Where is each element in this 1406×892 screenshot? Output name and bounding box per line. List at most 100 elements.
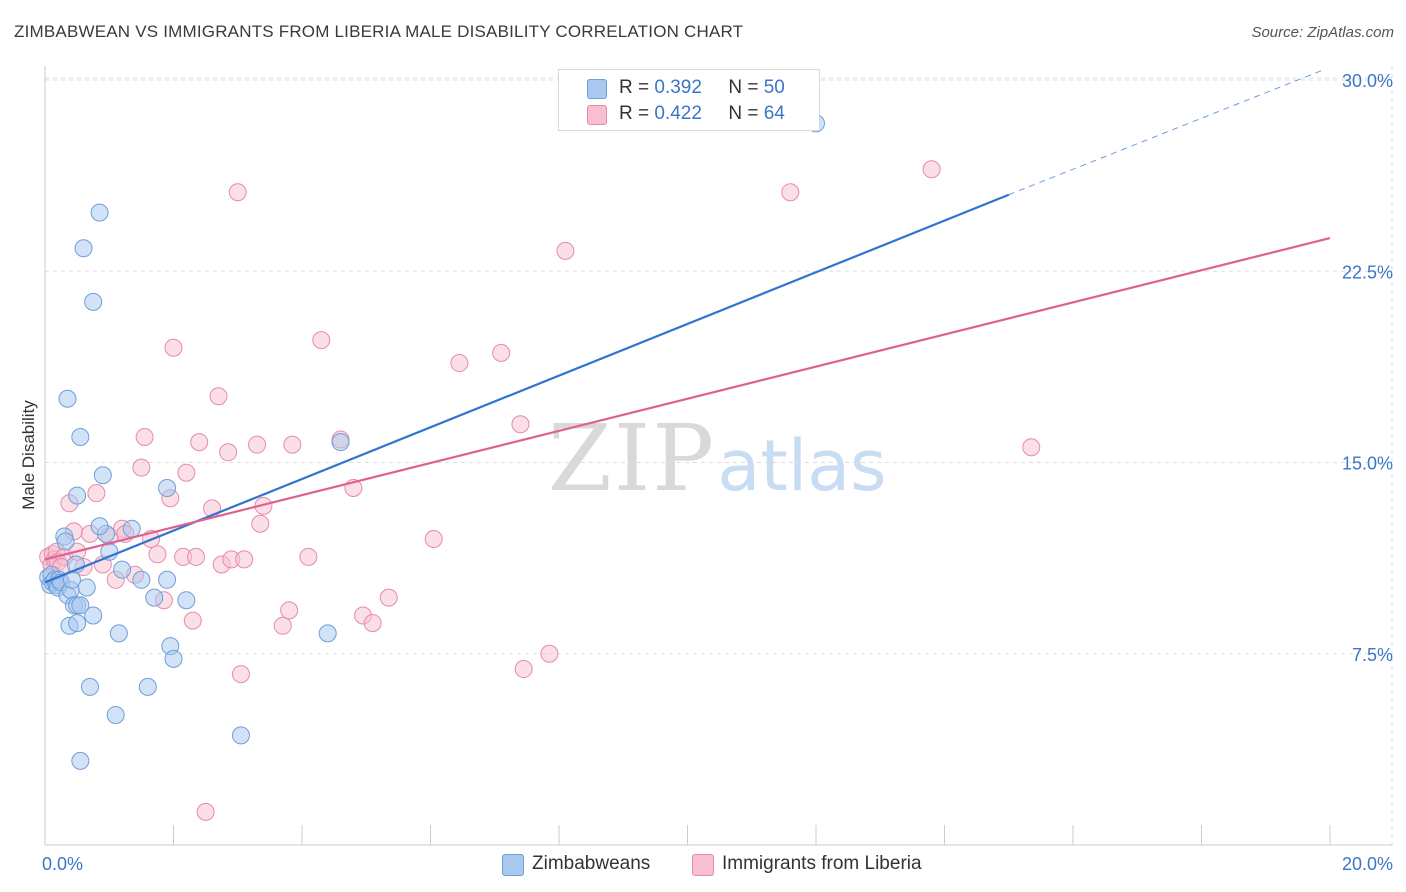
- liberia-point-39: [248, 435, 267, 454]
- y-tick-label-3: 30.0%: [1342, 71, 1393, 91]
- legend-r-liberia: 0.422: [654, 103, 702, 124]
- legend-swatch-pink: [587, 105, 607, 125]
- liberia-trend-line: [44, 237, 1331, 561]
- liberia-point-29: [186, 547, 205, 566]
- legend-r-label: R =: [619, 103, 650, 124]
- liberia-point-27: [177, 463, 196, 482]
- zimbabwean-point-48: [71, 751, 90, 770]
- liberia-point-12: [87, 484, 106, 503]
- zimbabwean-point-42: [331, 433, 350, 452]
- liberia-point-43: [280, 601, 299, 620]
- liberia-point-30: [190, 433, 209, 452]
- zimbabwean-point-44: [84, 292, 103, 311]
- zimbabwean-point-47: [68, 486, 87, 505]
- legend-n-label: N =: [728, 103, 759, 124]
- zimbabwean-point-49: [90, 517, 109, 536]
- liberia-point-62: [196, 802, 215, 821]
- zimbabwean-points: [39, 114, 825, 770]
- zimbabwean-point-10: [56, 532, 75, 551]
- legend-n-liberia: 64: [763, 103, 785, 124]
- liberia-point-60: [922, 160, 941, 179]
- zimbabwean-point-32: [132, 570, 151, 589]
- legend-r-zimbabweans: 0.392: [654, 77, 702, 98]
- liberia-point-57: [540, 644, 559, 663]
- chart-title: ZIMBABWEAN VS IMMIGRANTS FROM LIBERIA MA…: [14, 22, 744, 41]
- zimbabwean-point-45: [58, 389, 77, 408]
- liberia-point-38: [235, 550, 254, 569]
- zimbabwean-point-38: [164, 649, 183, 668]
- zimbabwean-point-22: [80, 677, 99, 696]
- zimbabwean-point-46: [71, 428, 90, 446]
- source-label: Source: ZipAtlas.com: [1251, 24, 1394, 41]
- liberia-point-44: [283, 435, 302, 454]
- bottom-legend-swatch-blue: [502, 854, 524, 876]
- liberia-point-55: [511, 415, 530, 434]
- liberia-points: [39, 160, 1041, 821]
- liberia-point-59: [781, 183, 800, 202]
- liberia-point-37: [231, 665, 250, 684]
- trend-lines: [44, 69, 1331, 584]
- correlation-legend: R = 0.392 N = 50 R = 0.422 N = 64: [558, 69, 820, 131]
- bottom-legend-swatch-pink: [692, 854, 714, 876]
- liberia-point-22: [148, 545, 167, 564]
- liberia-point-36: [228, 183, 247, 202]
- watermark-atlas: atlas: [717, 425, 886, 507]
- x-tick-label-1: 20.0%: [1342, 854, 1393, 874]
- liberia-point-20: [135, 428, 154, 446]
- liberia-point-19: [132, 458, 151, 477]
- x-tick-label-0: 0.0%: [42, 854, 83, 874]
- legend-swatch-blue: [587, 79, 607, 99]
- liberia-point-56: [514, 660, 533, 679]
- y-axis-label: Male Disability: [19, 400, 38, 510]
- watermark: ZIP atlas: [548, 405, 887, 512]
- liberia-point-58: [556, 241, 575, 260]
- y-tick-label-0: 7.5%: [1352, 645, 1393, 665]
- liberia-point-50: [363, 614, 382, 633]
- liberia-point-45: [299, 547, 318, 566]
- zimbabwean-point-40: [231, 726, 250, 745]
- zimbabwean-point-24: [90, 203, 109, 222]
- legend-n-label: N =: [728, 77, 759, 98]
- zimbabwean-point-21: [77, 578, 96, 597]
- liberia-point-53: [450, 354, 469, 373]
- liberia-point-51: [379, 588, 398, 607]
- axes: [44, 66, 1392, 846]
- zimbabwean-point-33: [138, 677, 157, 696]
- y-tick-label-2: 22.5%: [1342, 262, 1393, 282]
- gridlines: [45, 66, 1393, 845]
- zimbabwean-point-30: [113, 560, 132, 579]
- zimbabwean-point-19: [71, 596, 90, 615]
- watermark-zip: ZIP: [548, 405, 716, 512]
- legend-n-zimbabweans: 50: [763, 77, 785, 98]
- zimbabwean-point-34: [145, 588, 164, 607]
- bottom-legend-label-liberia: Immigrants from Liberia: [722, 853, 922, 874]
- zimbabwean-point-20: [74, 239, 93, 258]
- zimbabwean-trend-extension: [1008, 69, 1324, 196]
- legend-r-label: R =: [619, 77, 650, 98]
- zimbabwean-point-29: [109, 624, 128, 643]
- liberia-point-34: [219, 443, 238, 462]
- zimbabwean-point-39: [177, 591, 196, 610]
- liberia-point-42: [273, 616, 292, 635]
- bottom-legend-label-zimbabweans: Zimbabweans: [532, 853, 651, 874]
- liberia-point-40: [251, 514, 270, 533]
- liberia-point-46: [312, 331, 331, 350]
- liberia-point-52: [424, 530, 443, 548]
- liberia-point-28: [183, 611, 202, 630]
- zimbabwean-point-25: [93, 466, 112, 485]
- liberia-point-54: [492, 343, 511, 362]
- zimbabwean-point-35: [158, 479, 177, 497]
- tick-labels: 7.5% 15.0% 22.5% 30.0% 0.0% 20.0%: [42, 71, 1393, 874]
- liberia-point-32: [209, 387, 228, 406]
- zimbabwean-point-31: [122, 519, 141, 538]
- zimbabwean-point-36: [158, 570, 177, 589]
- zimbabwean-point-28: [106, 705, 125, 724]
- y-tick-label-1: 15.0%: [1342, 454, 1393, 474]
- liberia-point-61: [1022, 438, 1041, 457]
- zimbabwean-trend-line: [44, 193, 1010, 584]
- liberia-point-25: [164, 338, 183, 357]
- zimbabwean-point-18: [68, 614, 87, 633]
- zimbabwean-point-41: [318, 624, 337, 643]
- zimbabwean-point-23: [84, 606, 103, 625]
